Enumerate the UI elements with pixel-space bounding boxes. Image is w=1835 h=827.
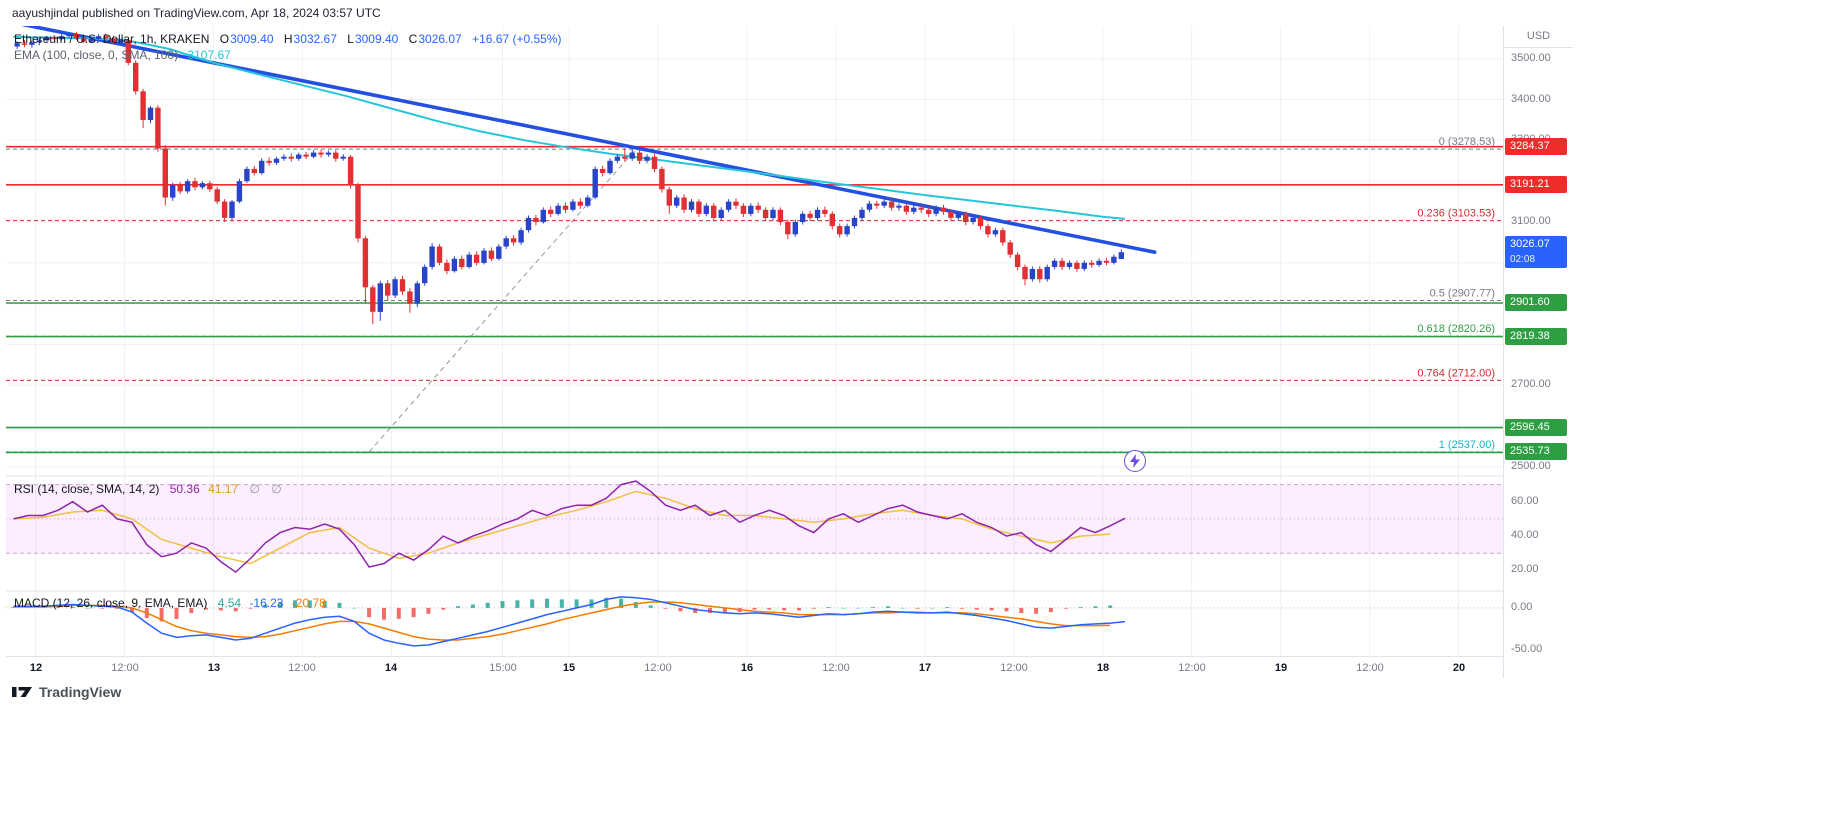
- high-label: H: [283, 32, 293, 46]
- candles: [14, 32, 1124, 325]
- change-value: +16.67 (+0.55%): [472, 32, 562, 46]
- time-axis-label: 12:00: [1000, 662, 1028, 674]
- macd-legend: MACD (12, 26, close, 9, EMA, EMA) 4.54 -…: [14, 596, 326, 610]
- time-axis-label: 15:00: [489, 662, 517, 674]
- tradingview-logo-text: TradingView: [39, 684, 122, 700]
- macd-label: MACD (12, 26, close, 9, EMA, EMA): [14, 596, 208, 610]
- tradingview-logo[interactable]: TradingView: [12, 684, 121, 700]
- ema-line: [13, 36, 1126, 220]
- macd-plot: [6, 596, 1503, 647]
- high-value: 3032.67: [293, 32, 337, 46]
- price-badge: 3284.37: [1505, 138, 1567, 155]
- svg-text:0 (3278.53): 0 (3278.53): [1439, 136, 1495, 148]
- countdown-timer: 02:08: [1510, 254, 1536, 265]
- tradingview-logo-icon: [12, 687, 32, 697]
- ema-label: EMA (100, close, 0, SMA, 100): [14, 48, 179, 62]
- time-axis-label: 12:00: [1178, 662, 1206, 674]
- rsi-value: 50.36: [169, 482, 200, 496]
- ema-legend: EMA (100, close, 0, SMA, 100) 3107.67: [14, 48, 231, 62]
- lightning-icon[interactable]: [1124, 450, 1146, 472]
- currency-label: USD: [1504, 30, 1573, 48]
- time-axis-label: 18: [1096, 662, 1110, 674]
- price-axis-label: 2500.00: [1511, 460, 1551, 472]
- close-value: 3026.07: [418, 32, 462, 46]
- price-axis-label: 3400.00: [1511, 93, 1551, 105]
- price-badge: 2901.60: [1505, 294, 1567, 311]
- time-axis-label: 16: [740, 662, 754, 674]
- time-axis-label: 15: [562, 662, 576, 674]
- chart-panes[interactable]: 0 (3278.53) 0.236 (3103.53) 0.5 (2907.77) 0…: [6, 26, 1503, 656]
- chart-widget: 0 (3278.53) 0.236 (3103.53) 0.5 (2907.77) 0…: [6, 26, 1573, 679]
- open-value: 3009.40: [230, 32, 274, 46]
- svg-text:0.5 (2907.77): 0.5 (2907.77): [1430, 288, 1495, 300]
- macd-line-value: -16.23: [249, 596, 284, 610]
- price-badge: 3026.07 02:08: [1505, 236, 1567, 268]
- time-axis-label: 13: [207, 662, 221, 674]
- price-badge: 2535.73: [1505, 443, 1567, 460]
- attribution-text: aayushjindal published on TradingView.co…: [12, 6, 381, 20]
- horizontal-lines: [6, 145, 1503, 454]
- macd-signal-value: -20.78: [291, 596, 326, 610]
- time-axis-label: 12: [29, 662, 43, 674]
- time-axis-label: 19: [1274, 662, 1288, 674]
- time-axis-label: 12:00: [1356, 662, 1384, 674]
- price-badge: 2596.45: [1505, 419, 1567, 436]
- time-axis-label: 12:00: [644, 662, 672, 674]
- svg-text:1 (2537.00): 1 (2537.00): [1439, 439, 1495, 451]
- time-axis-label: 12:00: [111, 662, 139, 674]
- price-axis-label: 2700.00: [1511, 378, 1551, 390]
- rsi-label: RSI (14, close, SMA, 14, 2): [14, 482, 160, 496]
- rsi-plot: [13, 480, 1126, 574]
- time-axis-label: 12:00: [822, 662, 850, 674]
- rsi-legend: RSI (14, close, SMA, 14, 2) 50.36 41.17 …: [14, 482, 286, 496]
- time-axis-label: 14: [384, 662, 398, 674]
- price-axis-label: 3500.00: [1511, 52, 1551, 64]
- rsi-axis-label: 20.00: [1511, 563, 1539, 575]
- macd-hist-value: 4.54: [217, 596, 242, 610]
- symbol-legend: Ethereum / U.S. Dollar, 1h, KRAKEN O3009…: [14, 32, 561, 46]
- svg-text:0.764 (2712.00): 0.764 (2712.00): [1417, 367, 1495, 379]
- trendline[interactable]: [6, 26, 1157, 254]
- low-value: 3009.40: [354, 32, 399, 46]
- price-axis-label: 3100.00: [1511, 215, 1551, 227]
- time-axis-label: 20: [1452, 662, 1466, 674]
- price-axis[interactable]: USD 3500.003400.003300.003100.002700.002…: [1503, 26, 1573, 678]
- rsi-sma-value: 41.17: [208, 482, 239, 496]
- symbol-title: Ethereum / U.S. Dollar, 1h, KRAKEN: [14, 32, 210, 46]
- ema-value: 3107.67: [187, 48, 231, 62]
- svg-text:0.236 (3103.53): 0.236 (3103.53): [1417, 208, 1495, 220]
- macd-axis-label: 0.00: [1511, 601, 1533, 613]
- lightning-bolt-glyph: [1130, 454, 1140, 468]
- time-axis-label: 17: [918, 662, 932, 674]
- open-label: O: [219, 32, 230, 46]
- svg-text:0.618 (2820.26): 0.618 (2820.26): [1417, 323, 1495, 335]
- price-badge: 2819.38: [1505, 328, 1567, 345]
- fib-levels: 0 (3278.53) 0.236 (3103.53) 0.5 (2907.77) 0…: [6, 136, 1503, 453]
- low-label: L: [347, 32, 354, 46]
- price-badge: 3191.21: [1505, 176, 1567, 193]
- time-axis[interactable]: 12 12:00 13 12:00 14 15:00 15 12:00 16 12:00 17 12:…: [6, 656, 1503, 679]
- rsi-band: [6, 484, 1503, 554]
- rsi-band-values: ∅ ∅: [249, 482, 286, 496]
- macd-axis-label: -50.00: [1511, 643, 1543, 655]
- fib-anchor-line: [368, 148, 637, 453]
- rsi-axis-label: 60.00: [1511, 495, 1539, 507]
- time-axis-label: 12:00: [288, 662, 316, 674]
- close-label: C: [408, 32, 418, 46]
- grid: [6, 26, 1503, 656]
- rsi-axis-label: 40.00: [1511, 529, 1539, 541]
